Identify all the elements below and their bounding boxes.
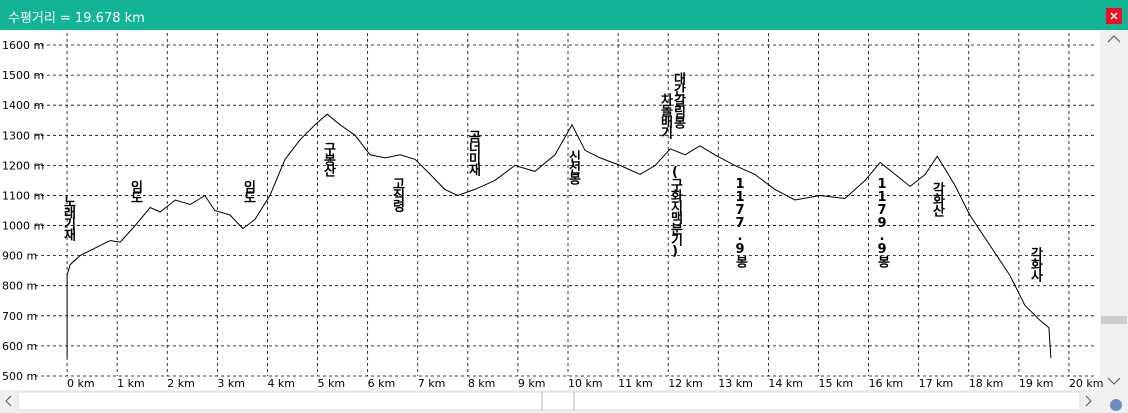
y-tick-label: 800 m — [2, 280, 37, 293]
annotation: 곰너미재 — [466, 130, 481, 177]
x-tick-label: 7 km — [418, 377, 446, 390]
status-icon — [1110, 399, 1122, 411]
y-tick-label: 1200 m — [2, 159, 44, 172]
annotation: 대간갈림봉 — [671, 72, 686, 130]
scroll-track — [17, 391, 1081, 411]
x-tick-label: 5 km — [318, 377, 346, 390]
chart: 500 m 600 m 700 m 800 m 900 m 1000 m 1100 m 120… — [0, 30, 1128, 413]
x-tick-label: 20 km — [1069, 377, 1104, 390]
y-tick-label: 1600 m — [2, 39, 44, 52]
x-tick-label: 1 km — [117, 377, 145, 390]
x-tick-label: 3 km — [217, 377, 245, 390]
y-tick-label: 1500 m — [2, 69, 44, 82]
y-tick-label: 1400 m — [2, 99, 44, 112]
x-tick-label: 18 km — [969, 377, 1004, 390]
annotation: 차돌배기 — [658, 92, 673, 140]
x-tick-label: 9 km — [518, 377, 546, 390]
x-tick-label: 2 km — [167, 377, 195, 390]
y-tick-label: 1300 m — [2, 129, 44, 142]
x-tick-label: 0 km — [67, 377, 95, 390]
y-tick-label: 1000 m — [2, 220, 44, 233]
x-tick-label: 16 km — [869, 377, 904, 390]
annotation: 1179.9봉 — [875, 177, 890, 269]
scroll-right[interactable] — [1085, 395, 1092, 407]
x-tick-label: 6 km — [368, 377, 396, 390]
close-icon — [1110, 12, 1118, 20]
scroll-up[interactable] — [1107, 35, 1121, 43]
annotation: 구봉산 — [321, 142, 336, 178]
annotation: 고직령 — [390, 177, 405, 213]
x-tick-label: 12 km — [668, 377, 703, 390]
y-tick-label: 700 m — [2, 310, 37, 323]
x-tick-label: 15 km — [818, 377, 853, 390]
annotation: 신선봉 — [566, 150, 581, 186]
annotation: 1177.9봉 — [733, 177, 748, 269]
x-tick-label: 19 km — [1019, 377, 1054, 390]
elevation-line — [66, 113, 1052, 358]
x-tick-label: 8 km — [468, 377, 496, 390]
window-title: 수평거리 = 19.678 km — [8, 11, 145, 26]
annotation: 임도 — [241, 180, 256, 203]
annotation: 각화사 — [1028, 247, 1043, 283]
y-tick-label: 900 m — [2, 250, 37, 263]
annotation: 각화산 — [930, 182, 945, 218]
close-button[interactable] — [1106, 8, 1122, 24]
annotation: (구화지맥분기) — [668, 165, 683, 257]
x-tick-label: 4 km — [267, 377, 295, 390]
annotation: 임도 — [128, 180, 143, 203]
x-tick-label: 11 km — [618, 377, 653, 390]
scroll-down[interactable] — [1107, 377, 1121, 385]
plot-background — [0, 30, 1100, 390]
x-tick-label: 10 km — [568, 377, 603, 390]
title-bar: 수평거리 = 19.678 km — [0, 0, 1128, 30]
x-tick-label: 14 km — [768, 377, 803, 390]
x-tick-label: 13 km — [718, 377, 753, 390]
y-tick-label: 500 m — [2, 370, 37, 383]
y-tick-label: 600 m — [2, 340, 37, 353]
scroll-thumb[interactable] — [1101, 316, 1127, 324]
scroll-left[interactable] — [5, 395, 12, 407]
vertical-scrollbar[interactable] — [1100, 30, 1128, 390]
annotation: 노래기재 — [61, 195, 76, 242]
y-tick-label: 1100 m — [2, 189, 44, 202]
x-tick-label: 17 km — [919, 377, 954, 390]
